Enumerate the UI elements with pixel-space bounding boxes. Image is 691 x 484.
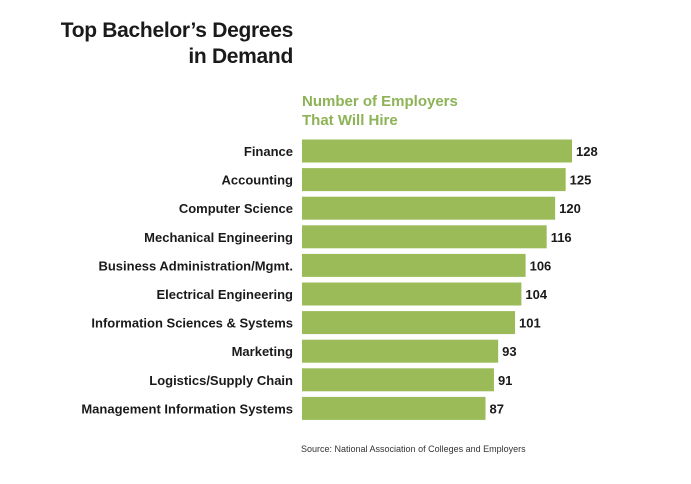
bar (302, 339, 499, 363)
chart-subtitle-line-1: Number of Employers (302, 93, 458, 110)
category-label: Mechanical Engineering (144, 230, 293, 245)
bar (302, 396, 486, 420)
value-label: 106 (530, 258, 552, 273)
bar (302, 253, 526, 277)
value-label: 104 (525, 287, 547, 302)
bar (302, 311, 516, 335)
category-label: Logistics/Supply Chain (149, 373, 293, 388)
chart-title-line-1: Top Bachelor’s Degrees (60, 19, 294, 42)
category-label: Finance (244, 144, 293, 159)
bar (302, 196, 556, 220)
category-label: Accounting (222, 173, 294, 188)
category-label: Electrical Engineering (156, 287, 293, 302)
value-label: 93 (502, 344, 516, 359)
bar (302, 282, 522, 306)
value-label: 87 (490, 401, 504, 416)
value-label: 91 (498, 373, 512, 388)
bar (302, 168, 566, 192)
bar (302, 139, 572, 163)
category-label: Business Administration/Mgmt. (98, 258, 293, 273)
category-label: Marketing (232, 344, 293, 359)
value-label: 125 (570, 173, 592, 188)
chart-title-line-2: in Demand (188, 45, 293, 68)
category-label: Computer Science (179, 201, 293, 216)
chart-subtitle-line-2: That Will Hire (302, 112, 398, 129)
source-note: Source: National Association of Colleges… (301, 444, 526, 454)
value-label: 101 (519, 316, 541, 331)
bar (302, 225, 547, 249)
value-label: 120 (559, 201, 581, 216)
value-label: 116 (551, 230, 572, 245)
bar (302, 368, 494, 392)
chart-subtitle: Number of Employers That Will Hire (302, 92, 458, 130)
category-label: Information Sciences & Systems (91, 316, 293, 331)
category-label: Management Information Systems (81, 401, 293, 416)
value-label: 128 (576, 144, 598, 159)
chart-title: Top Bachelor’s Degrees in Demand (60, 18, 294, 70)
